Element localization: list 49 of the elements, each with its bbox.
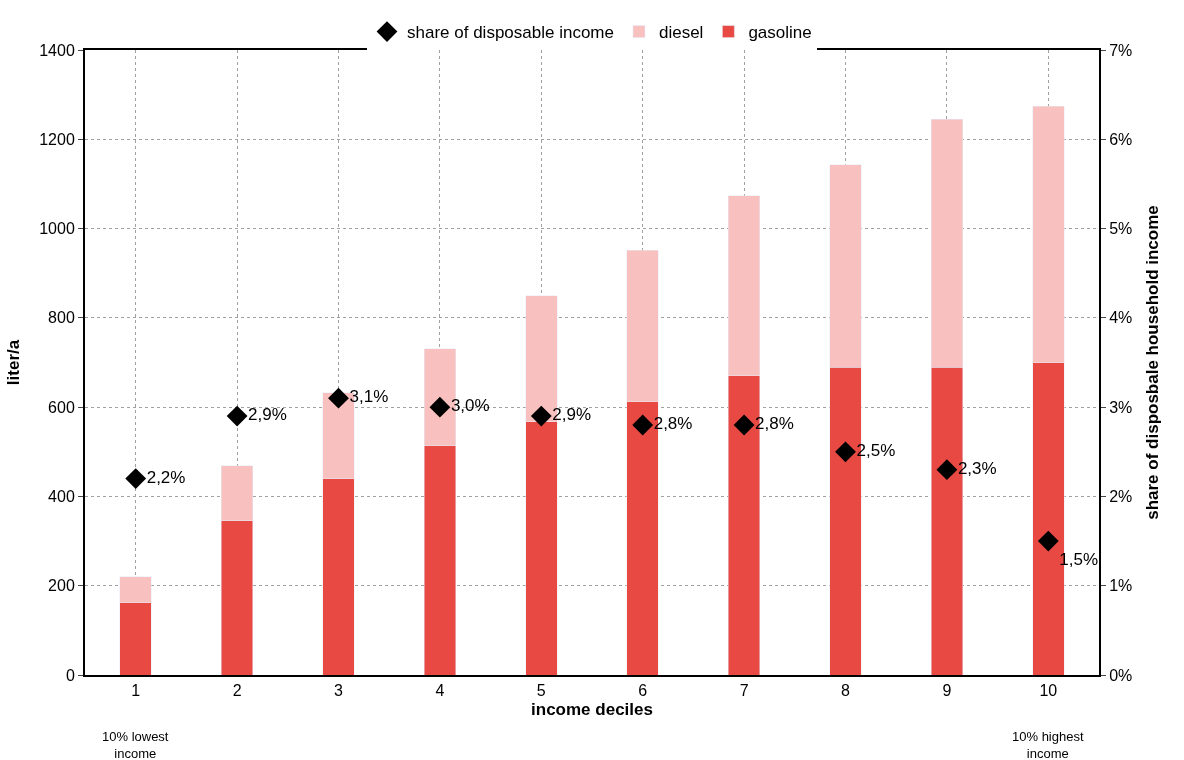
point bbox=[1037, 530, 1059, 552]
legend-label: gasoline bbox=[748, 23, 812, 43]
y-tick-label: 1200 bbox=[39, 130, 75, 148]
y2-tick-label: 6% bbox=[1109, 130, 1133, 148]
y2-axis-title: share of disposbale household income bbox=[1143, 205, 1163, 520]
data-label: 3,1% bbox=[349, 387, 389, 407]
y2-tick-label: 7% bbox=[1109, 41, 1133, 59]
y2-tick-label: 2% bbox=[1109, 488, 1133, 506]
x-tick-label: 2 bbox=[232, 682, 242, 700]
point bbox=[632, 414, 654, 436]
legend-label: share of disposable income bbox=[407, 23, 614, 43]
y-tick-label: 1400 bbox=[39, 41, 75, 59]
x-tick-label: 10 bbox=[1039, 682, 1058, 700]
y-axis-title: liter/a bbox=[4, 339, 24, 386]
point bbox=[936, 459, 958, 481]
y2-tick-label: 5% bbox=[1109, 220, 1133, 238]
point bbox=[835, 441, 856, 463]
y-tick-label: 600 bbox=[48, 398, 75, 416]
y-tick-label: 1000 bbox=[39, 220, 75, 238]
x-tick-label: 9 bbox=[942, 682, 952, 700]
point bbox=[328, 387, 349, 409]
data-label: 2,9% bbox=[552, 405, 592, 425]
y2-tick-label: 3% bbox=[1109, 398, 1133, 416]
point bbox=[125, 468, 147, 489]
text: 10% lowest income bbox=[102, 729, 169, 760]
x-axis-title: income deciles bbox=[531, 700, 653, 720]
y-tick-label: 200 bbox=[48, 577, 75, 595]
x-tick-label: 7 bbox=[739, 682, 749, 700]
data-label: 2,9% bbox=[248, 405, 287, 425]
x-tick-label: 8 bbox=[841, 682, 851, 700]
y2-tick-label: 1% bbox=[1109, 577, 1133, 595]
x-tick-label: 6 bbox=[638, 682, 648, 700]
text: 10% highest income bbox=[1012, 729, 1084, 760]
y2-tick-label: 0% bbox=[1109, 666, 1133, 684]
y2-tick-label: 4% bbox=[1109, 309, 1133, 327]
x-tick-label: 3 bbox=[334, 682, 344, 700]
y-tick-label: 800 bbox=[48, 309, 75, 327]
point bbox=[226, 405, 248, 427]
x-tick-label: 1 bbox=[131, 682, 141, 700]
legend-label: diesel bbox=[658, 23, 704, 43]
x-tick-label: 4 bbox=[435, 682, 445, 700]
x-tick-label: 5 bbox=[536, 682, 546, 700]
point bbox=[733, 414, 755, 436]
point bbox=[530, 405, 552, 427]
y-tick-label: 400 bbox=[48, 488, 75, 506]
y-tick-label: 0 bbox=[65, 666, 75, 684]
point bbox=[429, 396, 451, 418]
data-label: 2,2% bbox=[146, 467, 186, 487]
data-label: 3,0% bbox=[450, 396, 490, 416]
